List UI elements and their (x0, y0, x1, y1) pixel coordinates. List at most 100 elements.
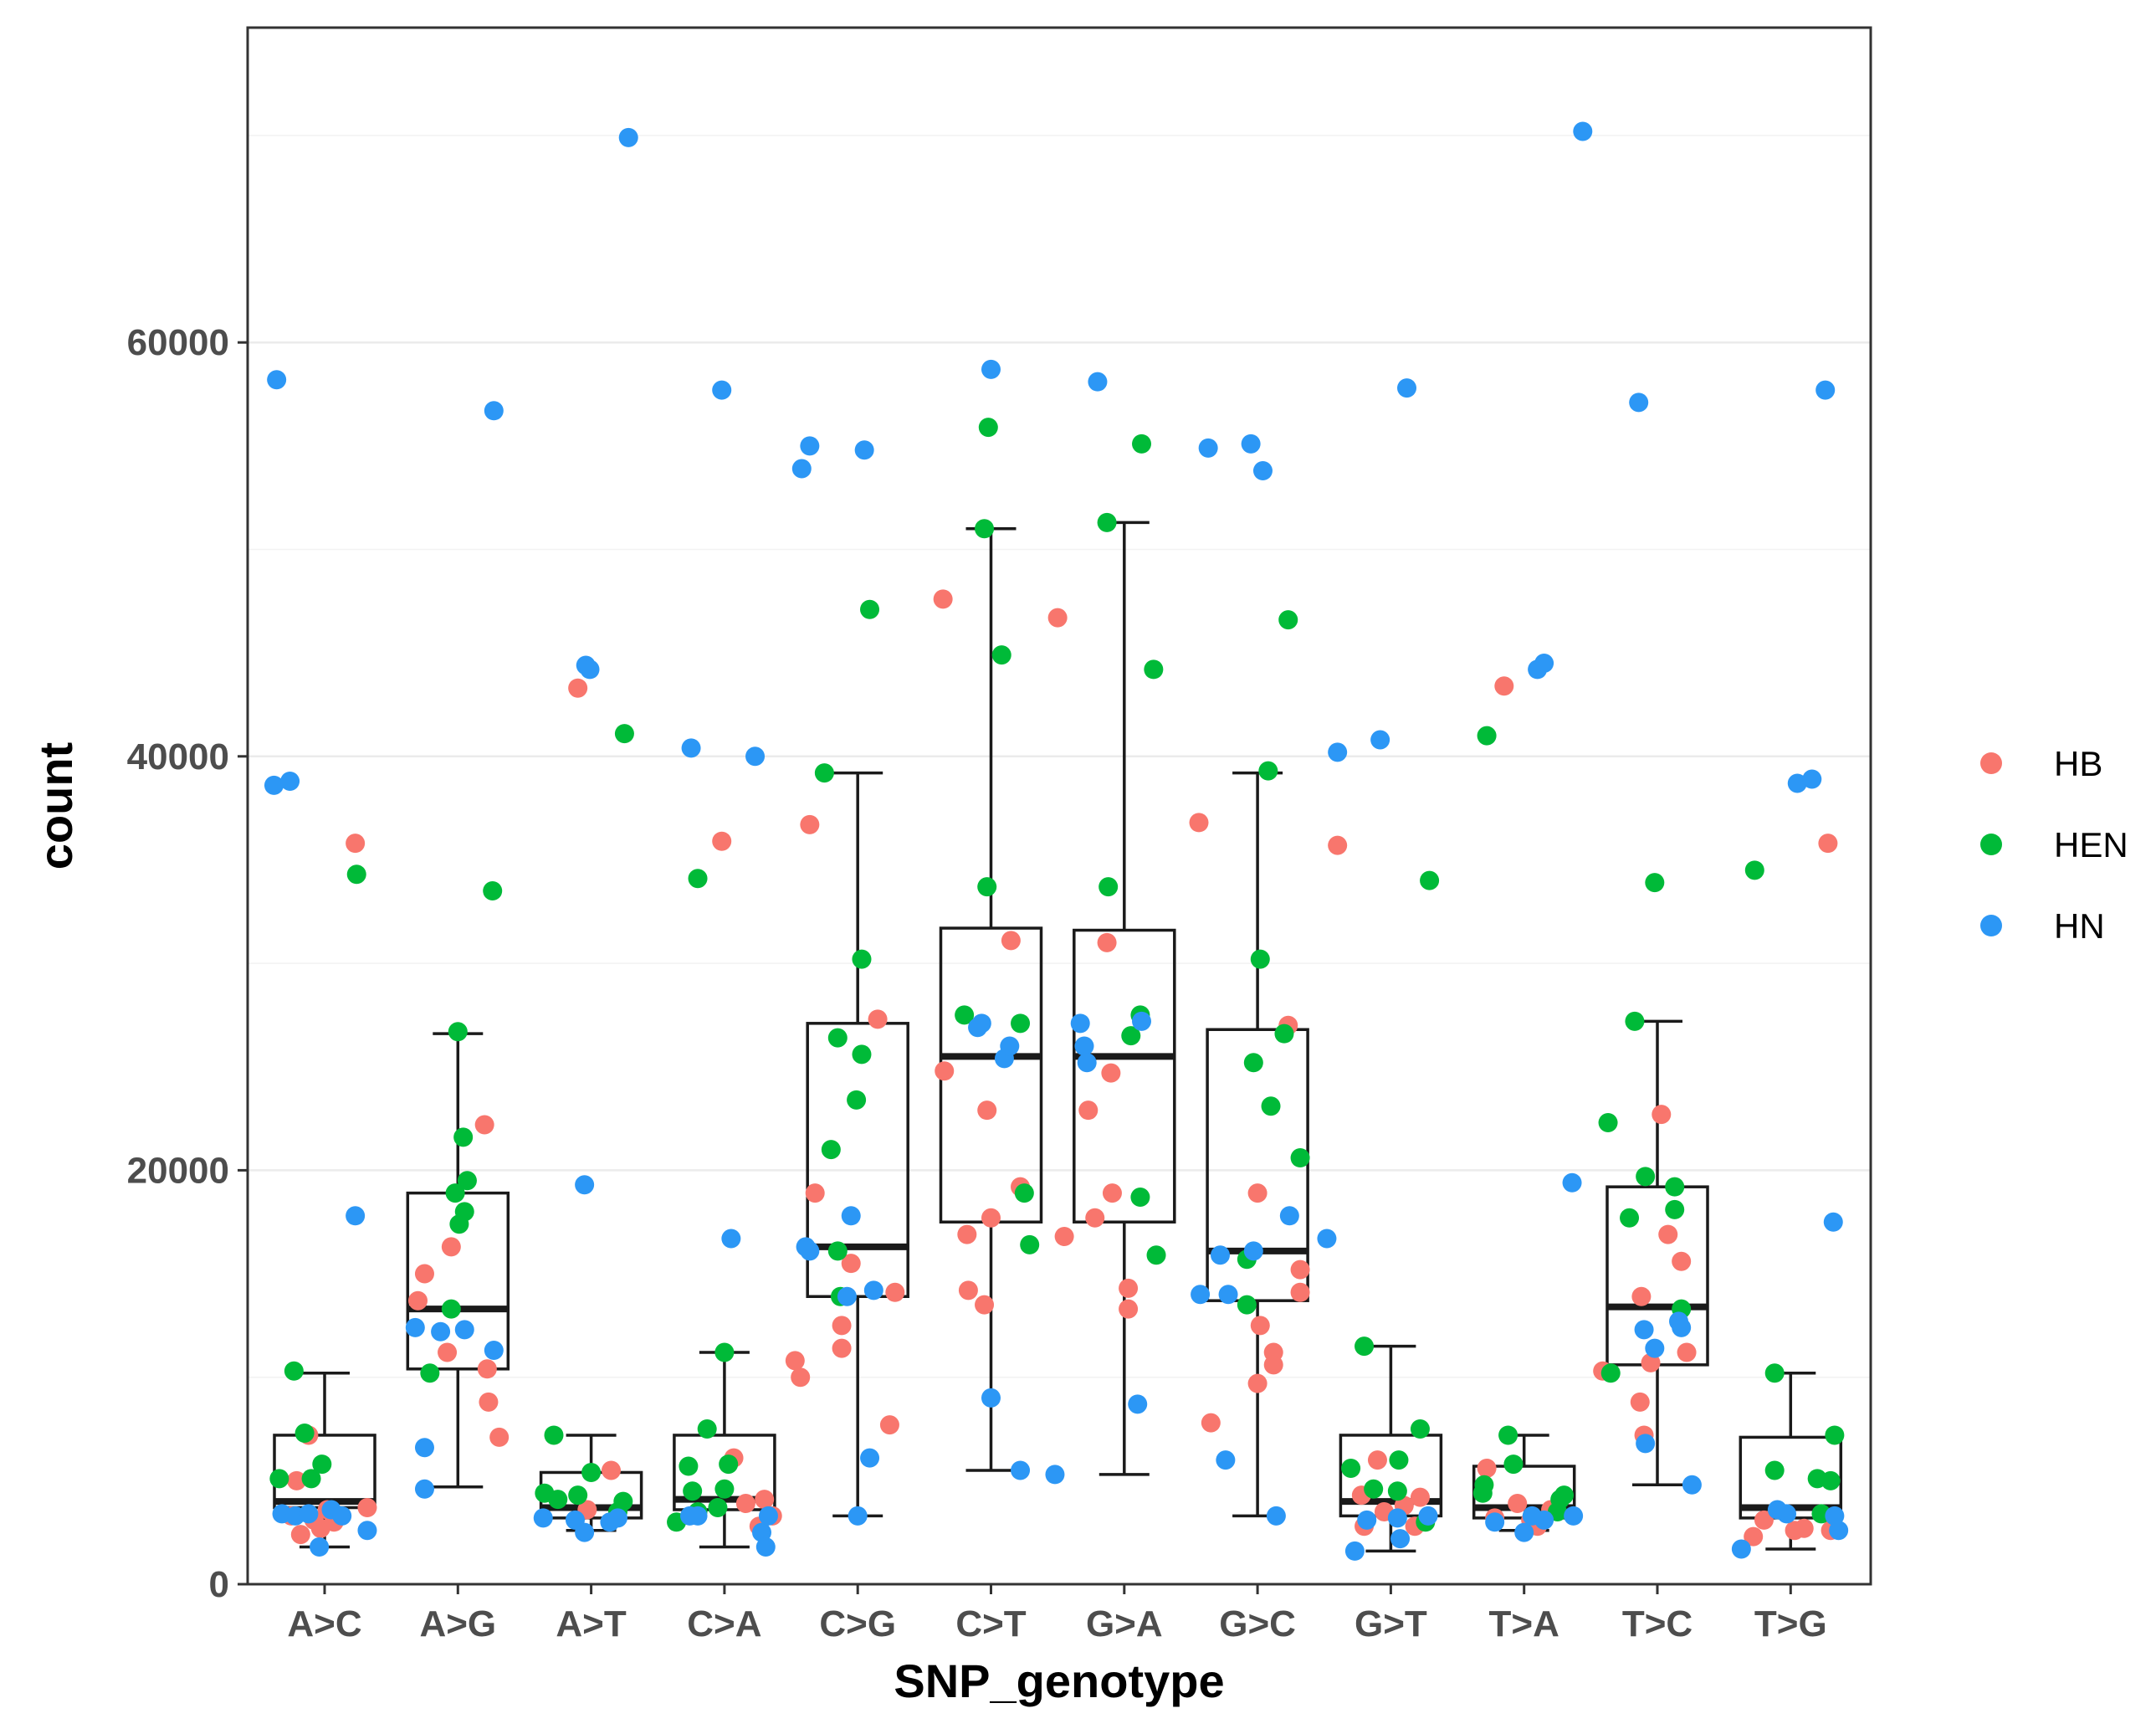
data-point (1290, 1148, 1310, 1168)
plot-panel-border (246, 26, 1872, 1586)
data-point (1247, 1183, 1267, 1203)
data-point (269, 1469, 289, 1489)
data-point (1534, 1510, 1554, 1530)
data-point (1047, 608, 1068, 628)
data-point (688, 1506, 708, 1526)
data-point (971, 1013, 991, 1034)
data-point (301, 1469, 321, 1489)
data-point (1274, 1023, 1294, 1044)
data-point (1658, 1224, 1678, 1244)
data-point (479, 1392, 499, 1412)
data-point (1645, 1338, 1665, 1358)
data-point (1631, 1286, 1652, 1306)
data-point (1341, 1459, 1361, 1479)
data-point (1278, 610, 1298, 630)
data-point (852, 1044, 872, 1065)
data-point (414, 1264, 434, 1284)
data-point (714, 1342, 735, 1362)
data-point (981, 1388, 1001, 1408)
data-point (280, 771, 300, 791)
data-point (1562, 1172, 1582, 1193)
data-point (679, 1456, 699, 1476)
data-point (1498, 1425, 1518, 1445)
data-point (1146, 1245, 1166, 1265)
data-point (1387, 1481, 1407, 1501)
data-point (981, 359, 1001, 379)
data-point (575, 1522, 595, 1542)
data-point (1390, 1529, 1411, 1549)
data-point (1636, 1434, 1656, 1454)
data-point (1636, 1167, 1656, 1187)
data-point (1132, 434, 1152, 454)
data-point (1097, 932, 1117, 952)
data-point (548, 1490, 568, 1510)
data-point (474, 1115, 494, 1135)
data-point (841, 1254, 861, 1274)
data-point (1000, 1036, 1020, 1056)
data-point (1078, 1100, 1098, 1121)
data-point (1218, 1285, 1238, 1305)
data-point (1787, 773, 1807, 793)
data-point (1389, 1450, 1409, 1470)
data-point (1102, 1183, 1122, 1203)
x-tick-label: C>A (687, 1603, 761, 1644)
data-point (885, 1282, 905, 1302)
data-point (852, 949, 872, 969)
data-point (1128, 1394, 1148, 1414)
data-point (1645, 873, 1665, 893)
data-point (688, 869, 708, 889)
data-point (568, 678, 588, 698)
box-body (806, 1022, 909, 1299)
data-point (1054, 1227, 1074, 1247)
data-point (1744, 860, 1764, 880)
data-point (1731, 1539, 1751, 1559)
data-point (1290, 1259, 1310, 1280)
data-point (1216, 1450, 1236, 1470)
data-point (1474, 1475, 1494, 1495)
data-point (1119, 1278, 1139, 1298)
y-tick-label: 20000 (127, 1150, 229, 1191)
data-point (1620, 1208, 1640, 1228)
data-point (832, 1316, 852, 1336)
data-point (863, 1280, 883, 1300)
data-point (441, 1299, 461, 1319)
x-axis-title: SNP_genotype (894, 1654, 1224, 1707)
legend-key-HEN (1980, 834, 2002, 855)
data-point (1290, 1282, 1310, 1302)
data-point (1101, 1063, 1121, 1083)
data-point (1243, 1241, 1263, 1261)
data-point (1573, 121, 1593, 141)
data-point (805, 1183, 825, 1203)
data-point (1677, 1342, 1697, 1362)
data-point (1144, 659, 1164, 680)
data-point (1250, 1316, 1270, 1336)
data-point (1247, 1373, 1267, 1393)
data-point (978, 418, 998, 438)
data-point (1328, 742, 1348, 762)
x-tick-label: C>T (955, 1603, 1026, 1644)
data-point (1263, 1355, 1283, 1375)
data-point (357, 1521, 377, 1541)
data-point (575, 1175, 595, 1195)
data-point (827, 1028, 848, 1048)
data-point (346, 864, 366, 885)
data-point (1357, 1510, 1377, 1530)
data-point (1121, 1026, 1141, 1046)
legend-key-HB (1980, 752, 2002, 774)
data-point (933, 589, 953, 609)
x-tick-label: A>T (556, 1603, 626, 1644)
data-point (477, 1359, 497, 1379)
data-point (457, 1171, 477, 1191)
data-point (1370, 730, 1390, 750)
data-point (837, 1286, 857, 1306)
data-point (1682, 1475, 1702, 1495)
data-point (821, 1140, 841, 1160)
data-point (1503, 1454, 1524, 1475)
x-tick-label: A>G (419, 1603, 496, 1644)
y-tick-label: 60000 (127, 322, 229, 363)
data-point (405, 1317, 425, 1337)
data-point (454, 1202, 474, 1222)
data-point (714, 1479, 735, 1499)
data-point (758, 1506, 778, 1526)
data-point (1652, 1105, 1672, 1125)
